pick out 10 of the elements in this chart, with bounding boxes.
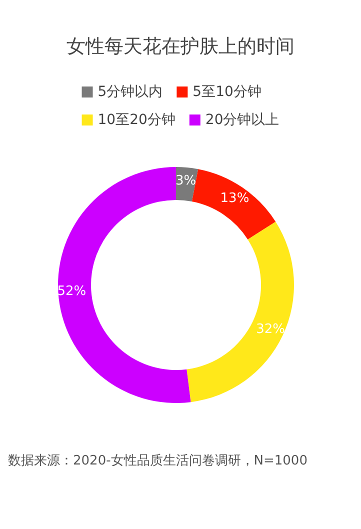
legend-label: 10至20分钟	[98, 112, 176, 128]
data-label: 13%	[220, 191, 250, 206]
chart-title: 女性每天花在护肤上的时间	[66, 36, 294, 58]
data-label: 52%	[57, 284, 86, 300]
source-note: 数据来源：2020-女性品质生活问卷调研，N=1000	[8, 454, 308, 468]
legend-label: 5至10分钟	[192, 84, 262, 100]
data-label: 3%	[176, 173, 196, 188]
legend-label: 5分钟以内	[98, 84, 163, 100]
data-label: 32%	[256, 322, 286, 337]
legend-label: 20分钟以上	[205, 112, 280, 128]
